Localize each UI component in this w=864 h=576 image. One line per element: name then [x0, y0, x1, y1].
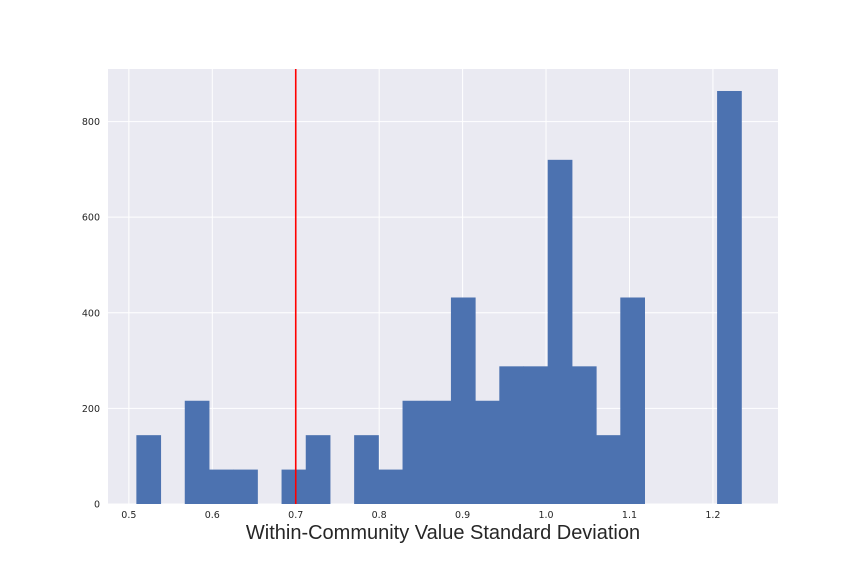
histogram-bar: [305, 435, 331, 504]
y-tick-label: 800: [82, 117, 100, 128]
histogram-bar: [208, 469, 234, 504]
histogram-bar: [136, 435, 162, 504]
x-tick-label: 1.2: [705, 510, 720, 521]
histogram-bar: [717, 90, 742, 504]
x-axis-title: Within-Community Value Standard Deviatio…: [246, 522, 640, 544]
y-axis-ticks: 0 200 400 600 800: [82, 117, 100, 510]
histogram-bar: [378, 469, 404, 504]
x-tick-label: 0.9: [455, 510, 470, 521]
histogram-bar: [184, 400, 210, 504]
x-tick-label: 1.0: [538, 510, 553, 521]
x-tick-label: 0.5: [121, 510, 136, 521]
histogram-bar: [571, 366, 597, 504]
histogram-bar: [547, 159, 573, 505]
x-tick-label: 0.6: [205, 510, 220, 521]
histogram-bar: [620, 297, 646, 504]
histogram-bar: [402, 400, 428, 504]
y-tick-label: 600: [82, 213, 100, 224]
y-tick-label: 0: [94, 500, 100, 511]
x-tick-label: 0.7: [288, 510, 303, 521]
y-tick-label: 200: [82, 404, 100, 415]
x-tick-label: 1.1: [622, 510, 637, 521]
histogram-bar: [233, 469, 258, 504]
x-axis-ticks: 0.5 0.6 0.7 0.8 0.9 1.0 1.1 1.2: [121, 510, 720, 521]
histogram-bar: [354, 435, 379, 504]
histogram-bar: [450, 297, 476, 504]
x-tick-label: 0.8: [372, 510, 387, 521]
histogram-bars: [136, 90, 742, 505]
histogram-bar: [426, 400, 452, 504]
histogram-bar: [475, 400, 500, 504]
histogram-bar: [281, 469, 307, 504]
histogram-bar: [499, 366, 525, 504]
histogram-bar: [596, 435, 621, 504]
y-tick-label: 400: [82, 308, 100, 319]
histogram-bar: [523, 366, 549, 504]
